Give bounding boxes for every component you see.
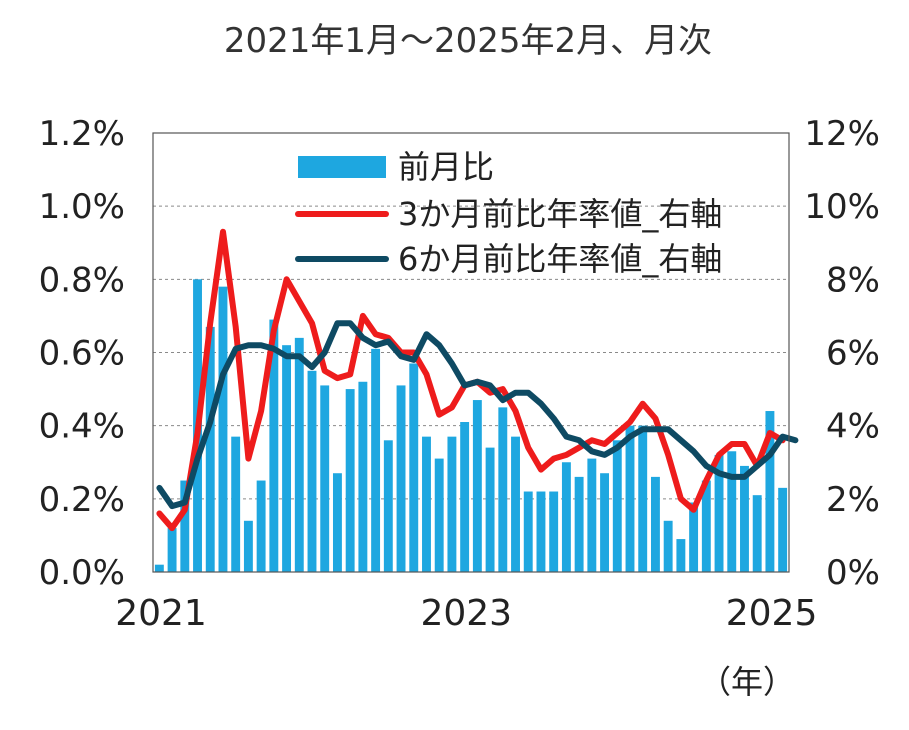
left-tick-label: 1.0% [39, 187, 125, 227]
bar [689, 502, 699, 572]
bar [243, 520, 253, 572]
legend-swatch-bar [298, 156, 386, 178]
bar [765, 411, 775, 572]
bar [523, 491, 533, 572]
bar [167, 528, 177, 572]
bar [231, 436, 241, 572]
bar [383, 440, 393, 572]
bar [422, 436, 431, 572]
right-tick-label: 12% [804, 114, 880, 154]
bar [498, 407, 508, 572]
right-tick-label: 0% [826, 553, 880, 593]
bar [701, 480, 711, 572]
bar [536, 491, 546, 572]
bar [447, 436, 457, 572]
bar [714, 454, 724, 572]
right-tick-label: 10% [804, 187, 880, 227]
x-tick-label: 2021 [115, 593, 207, 634]
left-tick-label: 0.8% [39, 260, 125, 300]
plot-border [152, 132, 790, 573]
x-tick-label: 2023 [420, 593, 512, 634]
right-tick-label: 2% [826, 480, 880, 520]
bar [409, 363, 419, 572]
plot-frame [152, 132, 790, 573]
bar [485, 447, 495, 572]
legend-label: 前月比 [398, 148, 494, 186]
bar [587, 458, 597, 572]
right-tick-label: 4% [826, 407, 880, 447]
x-axis: 2021 2023 2025 [115, 593, 817, 634]
left-tick-label: 0.4% [39, 407, 125, 447]
bar [574, 476, 584, 572]
legend-label: 6か月前比年率値_右軸 [398, 240, 722, 278]
right-axis: 0% 2% 4% 6% 8% 10% 12% [804, 114, 880, 593]
bar [472, 400, 482, 572]
right-tick-label: 6% [826, 334, 880, 374]
legend-label: 3か月前比年率値_右軸 [398, 195, 722, 233]
bar [625, 425, 635, 572]
left-axis: 0.0% 0.2% 0.4% 0.6% 0.8% 1.0% 1.2% [39, 114, 125, 593]
bar [600, 473, 610, 572]
chart-title: 2021年1月～2025年2月、月次 [224, 21, 712, 61]
bar [180, 480, 190, 572]
bar [218, 286, 228, 572]
bar [549, 491, 559, 572]
bar [434, 458, 444, 572]
bar [561, 462, 571, 572]
bar [358, 381, 368, 572]
bar [778, 487, 788, 572]
left-tick-label: 0.6% [39, 334, 125, 374]
bar [676, 539, 686, 572]
bar [460, 422, 470, 572]
bar [345, 389, 355, 572]
bar [282, 345, 292, 572]
x-tick-label: 2025 [726, 593, 818, 634]
bar [269, 319, 279, 572]
bar [638, 425, 648, 572]
left-tick-label: 0.2% [39, 480, 125, 520]
bar [154, 564, 164, 572]
bar [396, 385, 406, 572]
left-tick-label: 0.0% [39, 553, 125, 593]
bar [256, 480, 266, 572]
bar [752, 495, 762, 572]
bar [294, 337, 304, 572]
bar [740, 465, 749, 572]
bar [511, 436, 520, 572]
bar [650, 476, 660, 572]
bar [612, 440, 622, 572]
bar [371, 348, 381, 572]
bar [307, 370, 317, 572]
x-unit-label: （年） [699, 663, 795, 701]
bar [727, 451, 737, 572]
bar [320, 385, 330, 572]
legend: 前月比 3か月前比年率値_右軸 6か月前比年率値_右軸 [295, 148, 722, 278]
bar [205, 326, 215, 572]
bar [332, 473, 342, 572]
left-tick-label: 1.2% [39, 114, 125, 154]
series-line [156, 320, 799, 510]
line-series [156, 228, 799, 532]
right-tick-label: 8% [826, 260, 880, 300]
bar [663, 520, 673, 572]
